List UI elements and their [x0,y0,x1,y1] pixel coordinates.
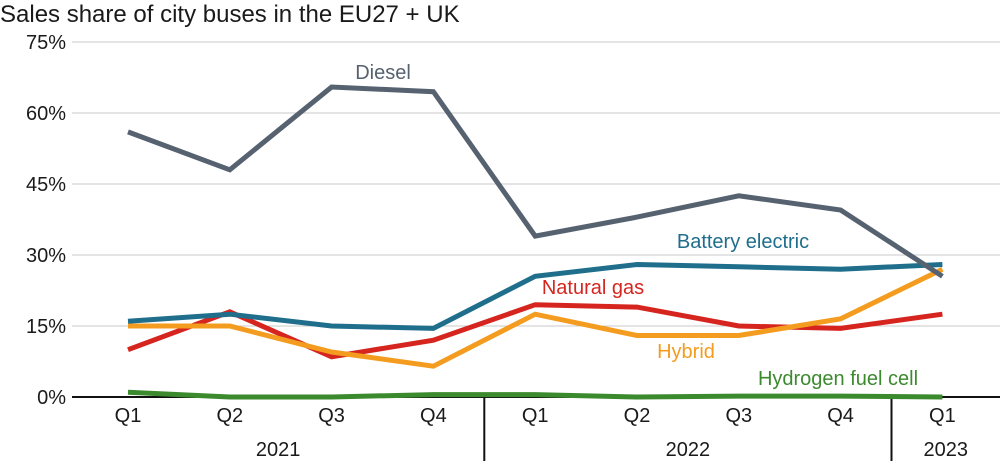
series-line [127,389,943,400]
x-tick-label: Q4 [827,405,854,427]
y-tick-label: 0% [37,387,66,409]
x-axis: Q1 Q2 Q3 Q4 Q1 Q2 Q3 Q4 Q1 2021 2022 2023 [72,396,1000,461]
series-label: Diesel [355,62,411,84]
y-tick-label: 75% [26,32,66,54]
series-label: Hydrogen fuel cell [758,368,918,390]
series-line [128,266,944,369]
chart-title: Sales share of city buses in the EU27 + … [0,1,460,28]
x-tick-label: Q4 [420,405,447,427]
x-tick-label: Q1 [115,405,142,427]
x-tick-label: Q1 [522,405,549,427]
y-tick-label: 45% [26,174,66,196]
y-axis-ticks: 0% 15% 30% 45% 60% 75% [26,32,66,409]
x-tick-label: Q1 [929,405,956,427]
gridlines [72,41,1000,327]
series-line [127,302,943,360]
y-tick-label: 15% [26,316,66,338]
x-tick-label: Q3 [725,405,752,427]
x-tick-label: Q3 [318,405,345,427]
x-tick-label: Q2 [624,405,651,427]
series-lines [127,84,944,400]
series-line [127,261,943,331]
year-label: 2023 [924,439,969,461]
series-label: Natural gas [542,277,644,299]
x-tick-label: Q2 [216,405,243,427]
y-tick-label: 60% [26,103,66,125]
series-line [127,84,944,279]
year-label: 2022 [666,439,711,461]
year-label: 2021 [256,439,301,461]
series-labels: Diesel Battery electric Natural gas Hybrid H… [355,62,918,390]
series-label: Hybrid [657,341,715,363]
series-label: Battery electric [677,231,809,253]
y-tick-label: 30% [26,245,66,267]
